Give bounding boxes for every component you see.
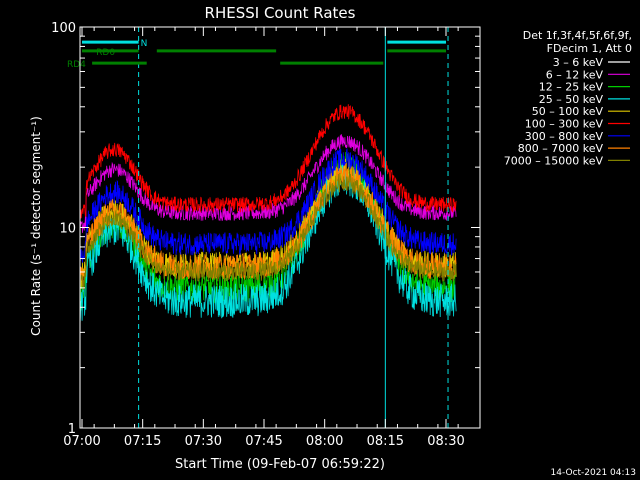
x-tick-label-1: 07:15 <box>124 434 161 449</box>
legend-title-line-1: FDecim 1, Att 0 <box>547 42 632 55</box>
legend-title-line-0: Det 1f,3f,4f,5f,6f,9f, <box>523 29 632 42</box>
legend-entry-label-0: 3 – 6 keV <box>553 56 604 69</box>
legend-entry-label-2: 12 – 25 keV <box>539 81 604 94</box>
series-layer <box>79 104 457 333</box>
x-axis-label: Start Time (09-Feb-07 06:59:22) <box>175 457 385 472</box>
flag-label-2: RD4 <box>67 60 86 70</box>
x-tick-label-0: 07:00 <box>63 434 100 449</box>
legend-entry-label-4: 50 – 100 keV <box>532 105 604 118</box>
legend-entry-label-3: 25 – 50 keV <box>539 93 604 106</box>
legend-entry-label-6: 300 – 800 keV <box>525 130 604 143</box>
series-line-6 <box>79 148 457 263</box>
x-tick-label-6: 08:30 <box>427 434 464 449</box>
y-tick-label-0: 1 <box>68 422 76 437</box>
flag-label-0: N <box>141 39 148 49</box>
legend-entry-label-1: 6 – 12 keV <box>546 68 604 81</box>
x-tick-label-4: 08:00 <box>306 434 343 449</box>
series-line-5 <box>79 104 457 219</box>
x-tick-label-3: 07:45 <box>245 434 282 449</box>
y-axis-label: Count Rate (s⁻¹ detector segment⁻¹) <box>29 116 43 336</box>
axis-layer: 07:00 07:15 07:30 07:45 08:00 08:15 08:30 1 10 10… <box>51 21 481 449</box>
chart-title: RHESSI Count Rates <box>205 4 356 22</box>
legend-entry-label-5: 100 – 300 keV <box>525 118 604 131</box>
y-tick-label-1: 10 <box>59 222 76 237</box>
footer-timestamp: 14-Oct-2021 04:13 <box>551 468 636 478</box>
legend-entry-label-8: 7000 – 15000 keV <box>504 154 604 167</box>
x-tick-label-5: 08:15 <box>367 434 404 449</box>
series-line-8 <box>79 172 457 291</box>
legend-layer: Det 1f,3f,4f,5f,6f,9f,FDecim 1, Att 03 –… <box>504 29 632 167</box>
legend-entry-label-7: 800 – 7000 keV <box>518 142 604 155</box>
flag-label-1: RD0 <box>96 48 115 58</box>
flag-layer: N RD0 RD4 <box>67 39 446 70</box>
x-tick-label-2: 07:30 <box>185 434 222 449</box>
y-tick-label-2: 100 <box>51 21 76 36</box>
series-line-3 <box>79 163 457 326</box>
